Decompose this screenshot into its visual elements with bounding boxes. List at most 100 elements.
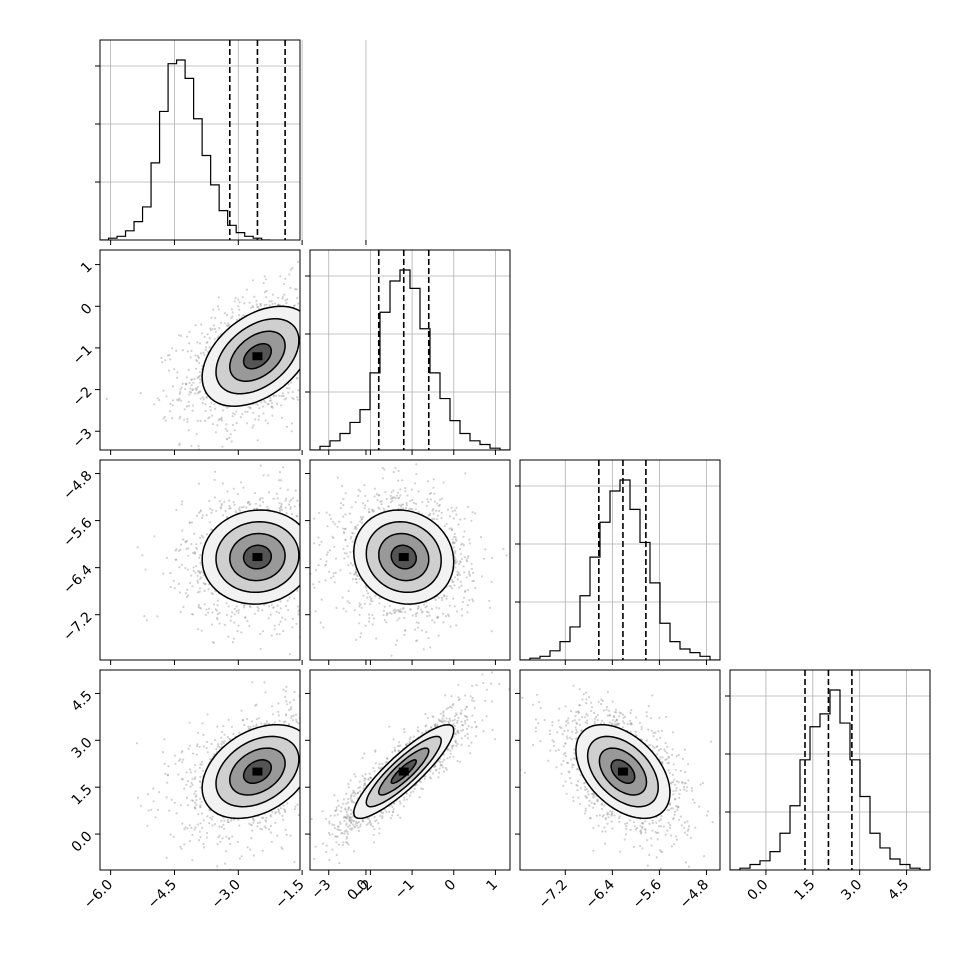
scatter-point [185, 405, 188, 408]
scatter-point [197, 356, 200, 359]
scatter-point [235, 511, 238, 514]
scatter-point [173, 587, 176, 590]
scatter-point [206, 333, 209, 336]
scatter-point [301, 338, 303, 340]
scatter-point [195, 546, 198, 549]
scatter-point [217, 836, 220, 839]
scatter-point [182, 758, 185, 761]
scatter-point [447, 615, 450, 618]
scatter-point [201, 722, 204, 725]
scatter-point [449, 625, 452, 628]
scatter-point [461, 542, 464, 545]
scatter-point [304, 399, 306, 401]
scatter-point [225, 602, 228, 605]
scatter-point [196, 385, 200, 388]
scatter-point [194, 551, 197, 554]
scatter-point [438, 607, 441, 610]
scatter-point [305, 324, 307, 326]
scatter-point [385, 614, 388, 617]
scatter-point [174, 558, 177, 561]
scatter-point [367, 508, 370, 511]
scatter-point [304, 541, 306, 543]
scatter-point [257, 607, 260, 610]
scatter-point [199, 381, 202, 384]
scatter-point [359, 490, 362, 493]
scatter-point [426, 660, 428, 662]
scatter-point [294, 489, 297, 492]
scatter-point [303, 524, 305, 526]
scatter-point [196, 591, 199, 594]
scatter-point [234, 297, 237, 300]
scatter-point [178, 397, 181, 400]
scatter-point [272, 497, 275, 500]
scatter-point [183, 418, 186, 421]
scatter-point [264, 278, 268, 281]
scatter-point [356, 574, 359, 577]
scatter-point [267, 491, 271, 494]
scatter-point [221, 730, 224, 734]
scatter-point [240, 709, 243, 712]
scatter-point [203, 589, 206, 593]
scatter-point [401, 503, 404, 506]
scatter-point [208, 499, 211, 502]
scatter-point [183, 843, 186, 846]
scatter-point [189, 387, 192, 390]
scatter-point [422, 648, 425, 651]
scatter-point [256, 439, 259, 442]
scatter-point [282, 629, 285, 633]
scatter-point [270, 405, 273, 409]
scatter-point [306, 360, 308, 362]
scatter-point [241, 719, 244, 722]
scatter-point [382, 507, 385, 510]
scatter-point [302, 772, 304, 774]
scatter-point [355, 578, 358, 581]
scatter-point [397, 609, 400, 612]
scatter-point [453, 605, 456, 608]
scatter-point [182, 605, 185, 609]
scatter-point [301, 574, 303, 576]
scatter-point [250, 837, 253, 840]
scatter-point [207, 417, 210, 420]
scatter-point [220, 321, 223, 324]
contour-line [378, 532, 430, 582]
scatter-point [303, 347, 305, 349]
scatter-point [464, 589, 467, 592]
scatter-point [405, 504, 408, 507]
scatter-point [414, 628, 417, 631]
scatter-point [331, 535, 334, 538]
scatter-point [256, 605, 259, 609]
scatter-point [235, 610, 238, 613]
scatter-point [303, 544, 305, 546]
scatter-point [346, 600, 349, 603]
scatter-point [199, 805, 202, 808]
scatter-point [280, 506, 283, 509]
scatter-point [283, 808, 286, 811]
scatter-point [185, 595, 189, 599]
scatter-point [288, 273, 291, 276]
scatter-point [267, 617, 270, 620]
scatter-point [302, 385, 304, 387]
scatter-point [408, 507, 411, 511]
scatter-point [204, 409, 207, 413]
scatter-point [188, 521, 191, 525]
scatter-point [194, 387, 197, 390]
scatter-point [332, 575, 335, 578]
scatter-point [246, 501, 250, 504]
scatter-point [301, 570, 303, 572]
scatter-point [304, 811, 306, 813]
scatter-point [163, 415, 166, 418]
scatter-point [361, 521, 364, 524]
scatter-point [451, 528, 454, 531]
scatter-point [233, 607, 236, 610]
scatter-point [209, 329, 212, 332]
scatter-point [227, 322, 230, 325]
scatter-point [247, 727, 250, 731]
scatter-point [248, 301, 251, 304]
panel-background [520, 460, 720, 660]
scatter-point [306, 322, 308, 324]
scatter-point [222, 742, 225, 745]
scatter-point [190, 378, 193, 381]
scatter-point [184, 388, 187, 391]
scatter-point [284, 299, 287, 302]
scatter-point [275, 633, 279, 636]
